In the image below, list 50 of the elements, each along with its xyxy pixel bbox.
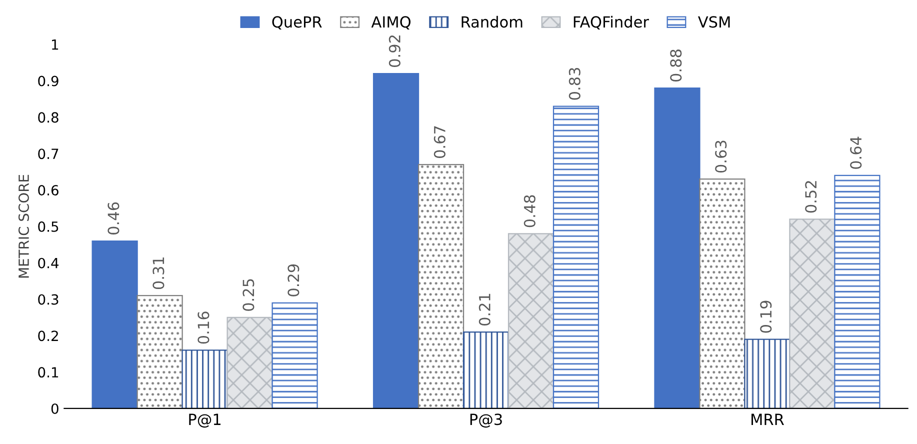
data-label: 0.29 bbox=[288, 264, 300, 296]
data-label: 0.46 bbox=[108, 202, 120, 234]
bar bbox=[744, 338, 790, 408]
y-tick-label: 0.1 bbox=[38, 367, 58, 378]
bar bbox=[418, 164, 464, 408]
data-label: 0.67 bbox=[434, 126, 446, 158]
y-tick-label: 1 bbox=[52, 40, 58, 50]
legend-label: QuePR bbox=[272, 16, 322, 30]
bar bbox=[272, 302, 318, 408]
y-axis-title: METRIC SCORE bbox=[18, 174, 29, 278]
x-tick-label: P@3 bbox=[470, 414, 502, 428]
data-label: 0.19 bbox=[760, 300, 772, 333]
bar bbox=[699, 178, 746, 408]
y-tick-label: 0.7 bbox=[38, 148, 58, 160]
bar bbox=[136, 295, 183, 408]
data-label: 0.92 bbox=[388, 35, 400, 67]
y-tick-label: 0.9 bbox=[38, 76, 58, 86]
bar bbox=[552, 106, 600, 408]
y-tick-label: 0.8 bbox=[38, 112, 58, 123]
x-tick-label: MRR bbox=[752, 414, 784, 425]
bar bbox=[372, 72, 420, 408]
y-tick-label: 0.6 bbox=[38, 185, 58, 196]
y-tick-label: 0 bbox=[51, 403, 58, 414]
legend-label: AIMQ bbox=[371, 16, 411, 30]
y-tick-label: 0.3 bbox=[38, 294, 58, 305]
data-label: 0.63 bbox=[715, 140, 727, 173]
data-label: 0.64 bbox=[850, 136, 862, 169]
bar bbox=[508, 233, 554, 408]
bar bbox=[92, 240, 138, 408]
y-tick-label: 0.5 bbox=[38, 221, 58, 232]
bar bbox=[462, 331, 510, 408]
x-tick-label: P@1 bbox=[189, 414, 220, 428]
data-label: 0.25 bbox=[242, 279, 254, 311]
data-label: 0.83 bbox=[568, 68, 580, 100]
legend-label: FAQFinder bbox=[574, 16, 649, 30]
bar bbox=[182, 350, 228, 408]
y-tick-label: 0.2 bbox=[38, 330, 58, 342]
bar bbox=[226, 316, 273, 408]
legend-label: VSM bbox=[698, 16, 730, 28]
data-label: 0.52 bbox=[805, 181, 817, 213]
bar bbox=[789, 218, 836, 408]
legend-label: Random bbox=[462, 16, 522, 28]
bar bbox=[834, 174, 880, 408]
bar bbox=[654, 88, 700, 408]
data-label: 0.48 bbox=[524, 195, 536, 228]
data-label: 0.16 bbox=[198, 312, 210, 344]
data-label: 0.31 bbox=[152, 257, 164, 290]
data-label: 0.88 bbox=[670, 50, 682, 82]
data-label: 0.21 bbox=[478, 294, 490, 326]
y-tick-label: 0.4 bbox=[38, 258, 59, 268]
